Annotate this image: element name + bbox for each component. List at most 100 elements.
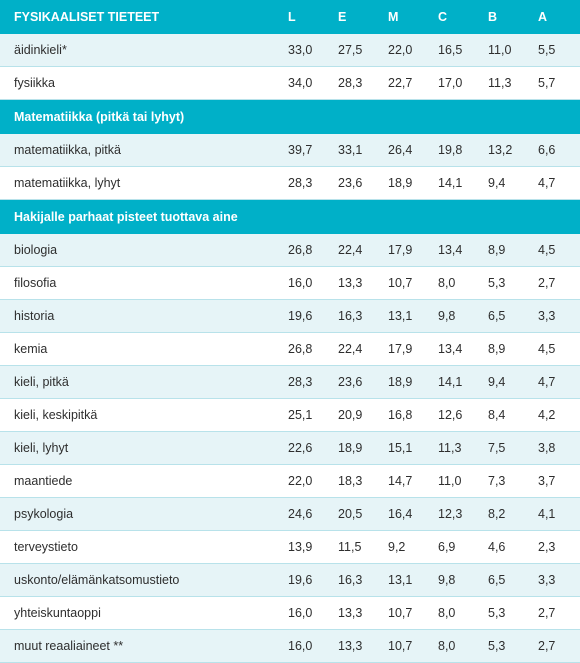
row-value: 19,6 [280, 300, 330, 333]
table-row: filosofia16,013,310,78,05,32,7 [0, 267, 580, 300]
row-value: 13,2 [480, 134, 530, 167]
table-row: biologia26,822,417,913,48,94,5 [0, 234, 580, 267]
col-C: C [430, 0, 480, 34]
row-value: 4,7 [530, 366, 580, 399]
row-value: 13,3 [330, 630, 380, 663]
row-label: uskonto/elämänkatsomustieto [0, 564, 280, 597]
row-value: 18,9 [380, 366, 430, 399]
row-value: 14,1 [430, 366, 480, 399]
row-value: 16,0 [280, 267, 330, 300]
row-value: 33,1 [330, 134, 380, 167]
row-label: fysiikka [0, 67, 280, 100]
row-value: 20,5 [330, 498, 380, 531]
row-value: 13,3 [330, 267, 380, 300]
row-value: 2,3 [530, 531, 580, 564]
col-M: M [380, 0, 430, 34]
row-value: 6,6 [530, 134, 580, 167]
col-L: L [280, 0, 330, 34]
row-value: 4,7 [530, 167, 580, 200]
table-row: kieli, pitkä28,323,618,914,19,44,7 [0, 366, 580, 399]
row-label: biologia [0, 234, 280, 267]
row-value: 6,9 [430, 531, 480, 564]
row-value: 10,7 [380, 267, 430, 300]
col-E: E [330, 0, 380, 34]
row-value: 22,4 [330, 234, 380, 267]
row-value: 5,5 [530, 34, 580, 67]
row-value: 3,7 [530, 465, 580, 498]
table-row: matematiikka, pitkä39,733,126,419,813,26… [0, 134, 580, 167]
row-value: 16,5 [430, 34, 480, 67]
row-label: kieli, keskipitkä [0, 399, 280, 432]
table-row: psykologia24,620,516,412,38,24,1 [0, 498, 580, 531]
table-row: äidinkieli*33,027,522,016,511,05,5 [0, 34, 580, 67]
row-value: 13,4 [430, 234, 480, 267]
row-value: 6,5 [480, 300, 530, 333]
row-label: maantiede [0, 465, 280, 498]
row-value: 33,0 [280, 34, 330, 67]
table-row: matematiikka, lyhyt28,323,618,914,19,44,… [0, 167, 580, 200]
row-value: 5,3 [480, 267, 530, 300]
row-value: 9,8 [430, 564, 480, 597]
row-value: 12,3 [430, 498, 480, 531]
row-value: 22,7 [380, 67, 430, 100]
row-value: 22,4 [330, 333, 380, 366]
section-header: Hakijalle parhaat pisteet tuottava aine [0, 200, 580, 235]
table-row: terveystieto13,911,59,26,94,62,3 [0, 531, 580, 564]
row-value: 28,3 [330, 67, 380, 100]
row-value: 2,7 [530, 267, 580, 300]
section-header: Matematiikka (pitkä tai lyhyt) [0, 100, 580, 135]
table-row: fysiikka34,028,322,717,011,35,7 [0, 67, 580, 100]
row-value: 8,9 [480, 333, 530, 366]
row-value: 17,9 [380, 333, 430, 366]
row-value: 23,6 [330, 366, 380, 399]
row-value: 3,3 [530, 300, 580, 333]
row-value: 8,0 [430, 597, 480, 630]
row-label: kieli, pitkä [0, 366, 280, 399]
row-value: 12,6 [430, 399, 480, 432]
col-A: A [530, 0, 580, 34]
row-value: 11,3 [480, 67, 530, 100]
row-value: 23,6 [330, 167, 380, 200]
table-row: maantiede22,018,314,711,07,33,7 [0, 465, 580, 498]
row-value: 17,0 [430, 67, 480, 100]
row-value: 13,3 [330, 597, 380, 630]
row-label: terveystieto [0, 531, 280, 564]
row-label: yhteiskuntaoppi [0, 597, 280, 630]
row-value: 4,1 [530, 498, 580, 531]
row-value: 16,3 [330, 564, 380, 597]
row-value: 3,8 [530, 432, 580, 465]
row-value: 17,9 [380, 234, 430, 267]
row-value: 22,6 [280, 432, 330, 465]
row-value: 7,3 [480, 465, 530, 498]
row-label: filosofia [0, 267, 280, 300]
row-label: matematiikka, pitkä [0, 134, 280, 167]
row-value: 26,8 [280, 333, 330, 366]
row-value: 13,1 [380, 564, 430, 597]
row-value: 9,2 [380, 531, 430, 564]
row-value: 24,6 [280, 498, 330, 531]
table-row: kieli, keskipitkä25,120,916,812,68,44,2 [0, 399, 580, 432]
row-value: 39,7 [280, 134, 330, 167]
row-value: 16,0 [280, 597, 330, 630]
col-subject: FYSIKAALISET TIETEET [0, 0, 280, 34]
row-value: 16,3 [330, 300, 380, 333]
row-value: 15,1 [380, 432, 430, 465]
table-row: historia19,616,313,19,86,53,3 [0, 300, 580, 333]
row-value: 4,5 [530, 234, 580, 267]
row-value: 11,5 [330, 531, 380, 564]
row-value: 16,0 [280, 630, 330, 663]
row-label: äidinkieli* [0, 34, 280, 67]
row-value: 2,7 [530, 630, 580, 663]
row-value: 11,0 [430, 465, 480, 498]
row-value: 34,0 [280, 67, 330, 100]
row-value: 11,3 [430, 432, 480, 465]
section-header-label: Hakijalle parhaat pisteet tuottava aine [0, 200, 580, 235]
row-value: 20,9 [330, 399, 380, 432]
row-value: 19,6 [280, 564, 330, 597]
row-value: 26,8 [280, 234, 330, 267]
table-row: kemia26,822,417,913,48,94,5 [0, 333, 580, 366]
row-label: muut reaaliaineet ** [0, 630, 280, 663]
row-value: 13,4 [430, 333, 480, 366]
row-value: 22,0 [380, 34, 430, 67]
row-label: psykologia [0, 498, 280, 531]
